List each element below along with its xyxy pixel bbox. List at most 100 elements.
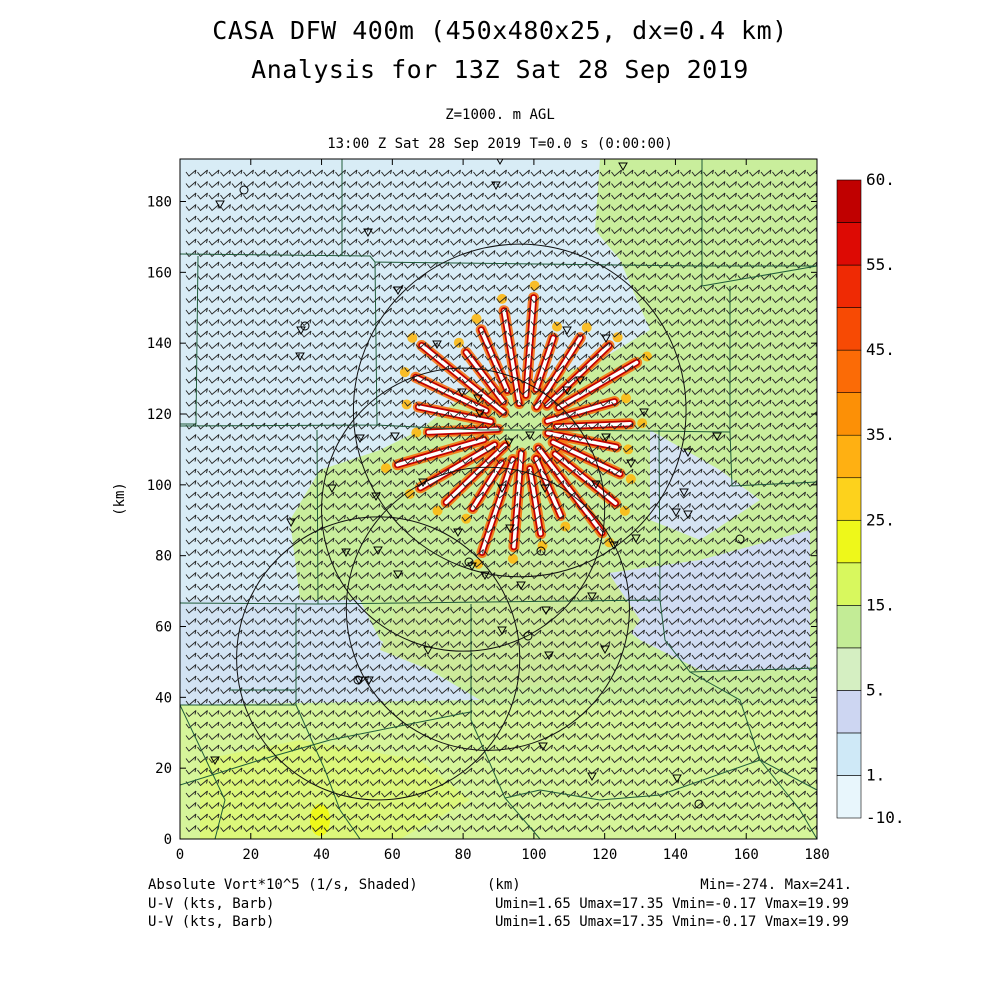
wind-barb [622, 526, 634, 534]
wind-barb [507, 169, 519, 177]
wind-barb [622, 376, 634, 384]
wind-barb [691, 296, 703, 304]
wind-barb [553, 468, 565, 476]
wind-barb [346, 261, 358, 269]
wind-barb [622, 181, 634, 189]
wind-barb [576, 733, 588, 741]
wind-barb [438, 744, 450, 752]
wind-barb [289, 468, 300, 476]
wind-barb [208, 468, 220, 476]
wind-barb [277, 491, 289, 499]
wind-barb [323, 744, 335, 752]
wind-barb [323, 606, 335, 614]
wind-barb [599, 629, 611, 637]
wind-barb [289, 503, 300, 511]
wind-barb [381, 330, 392, 338]
wind-barb [185, 572, 197, 580]
vorticity-streak-core [534, 336, 555, 392]
wind-barb [231, 468, 243, 476]
wind-barb [519, 549, 530, 557]
wind-barb [760, 296, 772, 304]
wind-barb [461, 802, 473, 810]
wind-barb [553, 503, 565, 511]
vorticity-streak-core [545, 343, 611, 408]
wind-barb [438, 181, 450, 189]
wind-barb [795, 411, 806, 419]
wind-barb [645, 790, 657, 798]
wind-barb [392, 641, 404, 649]
wind-barb [185, 480, 197, 488]
wind-barb [772, 181, 783, 189]
wind-barb [645, 215, 657, 223]
wind-barb [461, 572, 473, 580]
wind-barb [795, 434, 806, 442]
wind-barb [726, 480, 737, 488]
wind-barb [576, 549, 588, 557]
wind-barb [783, 227, 795, 235]
wind-barb [323, 204, 335, 212]
wind-barb [208, 192, 220, 200]
wind-barb [668, 733, 680, 741]
wind-barb [542, 491, 553, 499]
wind-barb [772, 583, 783, 591]
wind-barb [197, 767, 208, 775]
wind-barb [369, 399, 381, 407]
wind-barb [197, 583, 208, 591]
wind-barb [289, 802, 300, 810]
wind-barb [553, 273, 565, 281]
wind-barb [611, 342, 622, 350]
wind-barb [369, 204, 381, 212]
vorticity-blob [621, 393, 632, 404]
wind-barb [197, 388, 208, 396]
wind-barb [185, 307, 197, 315]
wind-barb [254, 365, 266, 373]
wind-barb [634, 744, 645, 752]
wind-barb [300, 583, 312, 591]
wind-barb [714, 388, 726, 396]
wind-barb [576, 296, 588, 304]
wind-barb [427, 825, 438, 833]
wind-barb [749, 422, 760, 430]
wind-barb [300, 595, 312, 603]
x-tick-label: 100 [521, 847, 546, 863]
wind-barb [312, 721, 323, 729]
wind-barb [714, 606, 726, 614]
wind-barb [415, 526, 427, 534]
wind-barb [795, 284, 806, 292]
wind-barb [703, 514, 714, 522]
wind-barb [737, 480, 749, 488]
wind-barb [484, 491, 496, 499]
wind-barb [749, 330, 760, 338]
wind-barb [300, 790, 312, 798]
wind-barb [484, 307, 496, 315]
wind-barb [381, 572, 392, 580]
wind-barb [473, 215, 484, 223]
wind-barb [197, 181, 208, 189]
wind-barb [323, 572, 335, 580]
wind-barb [438, 710, 450, 718]
wind-barb [312, 319, 323, 327]
vorticity-streak-core [545, 399, 617, 423]
wind-barb [622, 779, 634, 787]
wind-barb [381, 353, 392, 361]
wind-barb [312, 480, 323, 488]
wind-barb [599, 664, 611, 672]
wind-barb [519, 813, 530, 821]
wind-barb [519, 514, 530, 522]
wind-barb [726, 273, 737, 281]
wind-barb [668, 687, 680, 695]
wind-barb [312, 330, 323, 338]
station-markers [210, 159, 745, 809]
wind-barb [496, 618, 507, 626]
wind-barb [622, 652, 634, 660]
wind-barb [783, 330, 795, 338]
wind-barb [668, 296, 680, 304]
wind-barb [450, 675, 461, 683]
wind-barb [599, 779, 611, 787]
wind-barb [565, 376, 576, 384]
wind-barb [496, 434, 507, 442]
wind-barb [680, 169, 691, 177]
wind-barb [231, 238, 243, 246]
wind-barb [197, 434, 208, 442]
wind-barb [553, 549, 565, 557]
